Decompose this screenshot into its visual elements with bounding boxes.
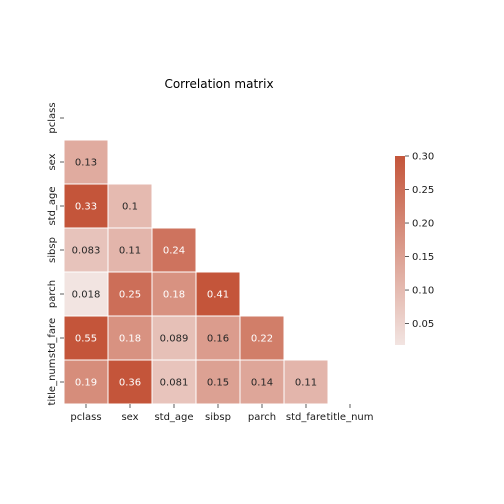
colorbar-tick-label: 0.15 xyxy=(412,252,434,263)
heatmap-cell-std_fare-sibsp xyxy=(195,315,241,361)
cell-annotation: 0.13 xyxy=(75,158,97,169)
y-tick-label-sibsp: sibsp xyxy=(47,237,58,263)
y-tick-label-std_age: std_age xyxy=(47,186,58,225)
colorbar-tick-label: 0.20 xyxy=(412,219,434,230)
y-tick-label-parch: parch xyxy=(47,280,58,308)
cell-annotation: 0.081 xyxy=(160,378,189,389)
cell-annotation: 0.16 xyxy=(207,334,229,345)
x-tick-label-std_fare: std_fare xyxy=(286,412,326,423)
y-tick-label-pclass: pclass xyxy=(47,102,58,133)
y-tick-label-sex: sex xyxy=(47,153,58,170)
cell-annotation: 0.22 xyxy=(251,334,273,345)
colorbar-tick-label: 0.30 xyxy=(412,152,434,163)
cell-annotation: 0.089 xyxy=(160,334,189,345)
cell-annotation: 0.18 xyxy=(163,290,185,301)
cell-annotation: 0.15 xyxy=(207,378,229,389)
heatmap-cell-std_age-pclass xyxy=(63,183,109,229)
cell-annotation: 0.14 xyxy=(251,378,273,389)
heatmap-cell-title_num-sex xyxy=(107,359,153,405)
cell-annotation: 0.55 xyxy=(75,334,97,345)
colorbar-tick-label: 0.10 xyxy=(412,286,434,297)
heatmap-cell-title_num-sibsp xyxy=(195,359,241,405)
x-tick-label-parch: parch xyxy=(248,412,276,423)
heatmap-cell-parch-sex xyxy=(107,271,153,317)
y-tick-label-std_fare: std_fare xyxy=(47,318,58,358)
y-tick-label-title_num: title_num xyxy=(47,359,58,406)
cell-annotation: 0.1 xyxy=(122,202,138,213)
cell-annotation: 0.19 xyxy=(75,378,97,389)
x-tick-label-std_age: std_age xyxy=(154,412,193,423)
cell-annotation: 0.18 xyxy=(119,334,141,345)
heatmap-cell-title_num-std_age xyxy=(151,359,197,405)
cell-annotation: 0.36 xyxy=(119,378,141,389)
cell-annotation: 0.018 xyxy=(72,290,101,301)
heatmap-cell-sibsp-std_age xyxy=(151,227,197,273)
x-axis-labels: pclass sex std_age sibsp parch std_fare title_… xyxy=(70,404,373,423)
heatmap-cell-sex-pclass xyxy=(63,139,109,185)
heatmap-cells: 0.13 0.33 0.1 0.083 0.11 0.24 0.018 0.25 0.18 0.4… xyxy=(63,139,329,405)
cell-annotation: 0.25 xyxy=(119,290,141,301)
x-tick-label-sex: sex xyxy=(121,412,138,423)
colorbar-gradient xyxy=(395,156,405,345)
colorbar-tick-label: 0.05 xyxy=(412,319,434,330)
chart-title: Correlation matrix xyxy=(164,77,273,91)
cell-annotation: 0.083 xyxy=(72,246,101,257)
colorbar-ticks: 0.05 0.10 0.15 0.20 0.25 0.30 xyxy=(405,152,434,330)
cell-annotation: 0.33 xyxy=(75,202,97,213)
colorbar: 0.05 0.10 0.15 0.20 0.25 0.30 xyxy=(395,152,434,345)
cell-annotation: 0.11 xyxy=(119,246,141,257)
heatmap-cell-parch-sibsp xyxy=(195,271,241,317)
colorbar-tick-label: 0.25 xyxy=(412,185,434,196)
heatmap-cell-title_num-std_fare xyxy=(283,359,329,405)
cell-annotation: 0.24 xyxy=(163,246,185,257)
cell-annotation: 0.41 xyxy=(207,290,229,301)
heatmap-cell-std_fare-sex xyxy=(107,315,153,361)
heatmap-cell-title_num-parch xyxy=(239,359,285,405)
x-tick-label-sibsp: sibsp xyxy=(205,412,231,423)
x-tick-label-pclass: pclass xyxy=(70,412,101,423)
x-tick-label-title_num: title_num xyxy=(327,412,374,423)
cell-annotation: 0.11 xyxy=(295,378,317,389)
